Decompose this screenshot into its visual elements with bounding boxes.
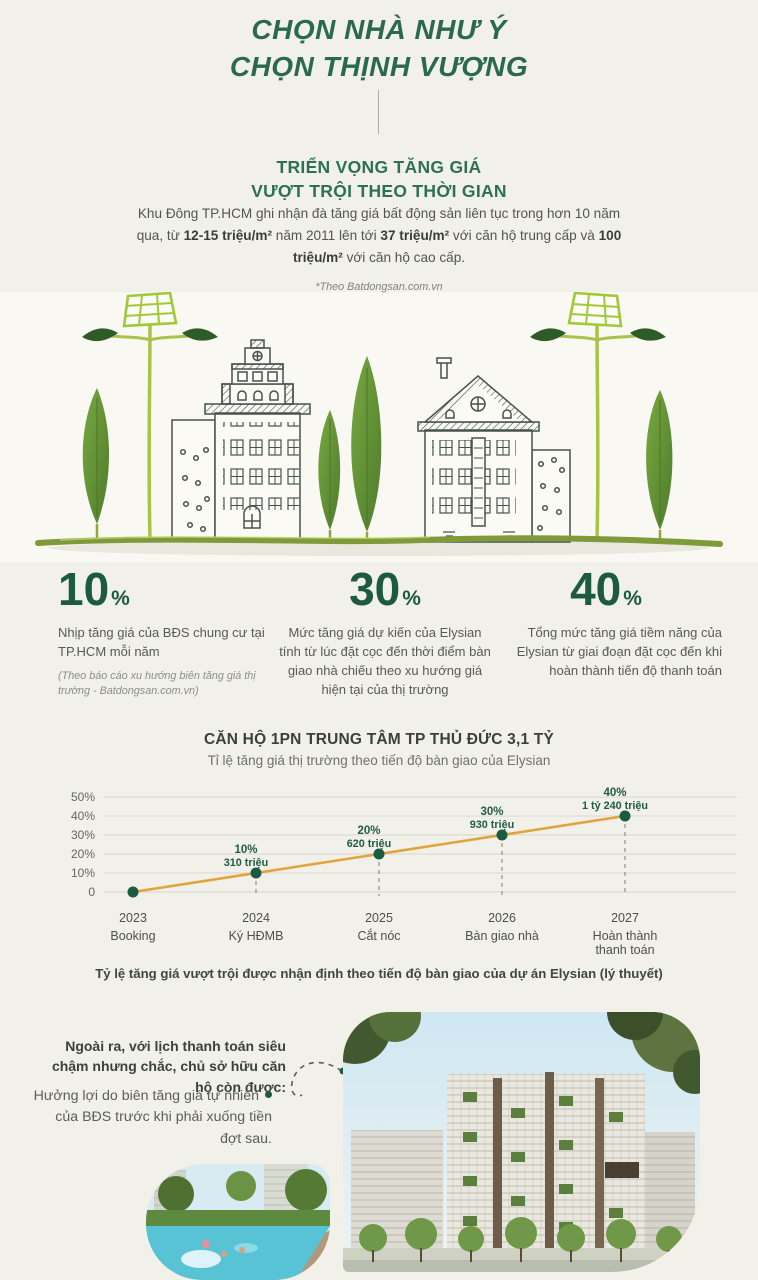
divider-line xyxy=(378,90,379,134)
section-heading: TRIỂN VỌNG TĂNG GIÁ VƯỢT TRỘI THEO THỜI G… xyxy=(0,156,758,203)
foreground-trees xyxy=(343,1012,700,1094)
dashed-connector-line xyxy=(278,1053,350,1110)
section-heading-line1: TRIỂN VỌNG TĂNG GIÁ xyxy=(276,157,482,177)
point-label-pct: 30% xyxy=(480,806,503,818)
x-year: 2027 xyxy=(611,911,639,925)
section-heading-line2: VƯỢT TRỘI THEO THỜI GIAN xyxy=(251,180,507,201)
chart-title: CĂN HỘ 1PN TRUNG TÂM TP THỦ ĐỨC 3,1 TỶ xyxy=(203,731,554,748)
building-sketch-left-icon xyxy=(171,339,311,540)
outro-body-line: đợt sau. xyxy=(220,1130,272,1147)
x-milestone: Bàn giao nhà xyxy=(465,929,539,943)
stat-description: Nhịp tăng giá của BĐS chung cư tại TP.HC… xyxy=(58,625,265,659)
stat-number: 40 xyxy=(570,563,622,615)
streetlight-leaf-icon-left xyxy=(82,292,218,540)
stat-block-deposit-to-handover: 30% Mức tăng giá dự kiến của Elysian tín… xyxy=(276,566,494,699)
point-label-amount: 930 triệu xyxy=(470,819,514,831)
outro-body-line: của BĐS trước khi phải xuống tiền xyxy=(55,1109,272,1126)
x-axis-labels: 2023 Booking 2024 Ký HĐMB 2025 Cắt nóc 2… xyxy=(110,911,657,957)
intro-text: với căn hộ cao cấp. xyxy=(342,250,466,266)
stat-number: 30 xyxy=(349,563,401,615)
chart-subtitle: Tỉ lệ tăng giá thị trường theo tiến độ b… xyxy=(207,753,551,768)
intro-text: Khu Đông TP.HCM ghi nhận đà tăng giá bất… xyxy=(136,206,621,244)
leaf-tree-icon-left xyxy=(82,388,110,541)
gridlines xyxy=(103,796,737,893)
outro-body-line: Hưởng lợi do biên tăng giá tự nhiên xyxy=(33,1088,259,1104)
point-label-amount: 620 triệu xyxy=(347,838,391,850)
y-tick: 10% xyxy=(71,866,95,880)
pool-trees xyxy=(146,1169,330,1226)
point-label-pct: 20% xyxy=(357,825,380,837)
chart-caption: Tỷ lệ tăng giá vượt trội được nhận định … xyxy=(95,966,663,981)
data-points xyxy=(127,810,631,898)
pool-photo xyxy=(146,1164,330,1280)
intro-text: với căn hộ trung cấp và xyxy=(449,228,599,244)
intro-paragraph: Khu Đông TP.HCM ghi nhận đà tăng giá bất… xyxy=(134,203,624,269)
intro-text: năm 2011 lên tới xyxy=(271,228,381,244)
stat-value: 30% xyxy=(276,566,494,612)
point-label-amount: 310 triệu xyxy=(224,857,268,869)
x-year: 2026 xyxy=(488,911,516,925)
x-milestone: thanh toán xyxy=(595,943,654,957)
x-year: 2024 xyxy=(242,911,270,925)
stat-value: 10% xyxy=(58,566,290,612)
point-label-pct: 10% xyxy=(234,844,257,856)
x-year: 2025 xyxy=(365,911,393,925)
page-title-line2: CHỌN THỊNH VƯỢNG xyxy=(229,50,529,82)
intro-bold-price-mid: 37 triệu/m² xyxy=(380,228,450,244)
stat-description: Mức tăng giá dự kiến của Elysian tính từ… xyxy=(279,625,491,697)
stat-percent-sign: % xyxy=(623,587,642,610)
intro-bold-price-2011: 12-15 triệu/m² xyxy=(183,228,272,244)
ground-branch-icon xyxy=(35,535,723,547)
stat-block-total-potential: 40% Tổng mức tăng giá tiềm năng của Elys… xyxy=(490,566,722,681)
streetlight-leaf-icon-right xyxy=(530,292,666,540)
page-title: CHỌN NHÀ NHƯ Ý CHỌN THỊNH VƯỢNG xyxy=(0,12,758,86)
point-label-pct: 40% xyxy=(603,787,626,799)
stat-source-note: (Theo báo cáo xu hướng biên tăng giá thị… xyxy=(58,669,256,697)
y-tick: 20% xyxy=(71,847,95,861)
stat-percent-sign: % xyxy=(111,587,130,610)
stat-block-market: 10% Nhịp tăng giá của BĐS chung cư tại T… xyxy=(58,566,290,699)
leaf-tree-icon-middle-short xyxy=(318,410,341,541)
ground-shadow xyxy=(49,540,709,556)
x-milestone: Booking xyxy=(110,929,155,943)
x-year: 2023 xyxy=(119,911,147,925)
pool-water xyxy=(146,1226,330,1280)
x-milestone: Ký HĐMB xyxy=(229,929,284,943)
leaf-tree-icon-middle-tall xyxy=(351,356,382,542)
source-note: *Theo Batdongsan.com.vn xyxy=(315,281,443,293)
stat-number: 10 xyxy=(58,563,110,615)
city-leaves-illustration xyxy=(0,292,758,562)
intro-bold-price-high: 100 triệu/m² xyxy=(292,228,622,266)
stat-value: 40% xyxy=(490,566,722,612)
green-bullet-icon xyxy=(265,1091,272,1098)
stat-description: Tổng mức tăng giá tiềm năng của Elysian … xyxy=(516,625,722,678)
outro-body-text: Hưởng lợi do biên tăng giá tự nhiên của B… xyxy=(20,1086,272,1150)
building-photo xyxy=(343,1012,700,1272)
point-label-amount: 1 tỷ 240 triệu xyxy=(582,800,648,812)
y-axis-ticks: 50% 40% 30% 20% 10% 0 xyxy=(71,790,95,899)
building-sketch-right-icon xyxy=(417,357,571,543)
leaf-tree-icon-right xyxy=(646,390,673,542)
y-tick: 0 xyxy=(88,885,95,899)
x-milestone: Hoàn thành xyxy=(593,929,658,943)
price-growth-line-chart: 50% 40% 30% 20% 10% 0 xyxy=(0,782,758,965)
y-tick: 30% xyxy=(71,828,95,842)
x-milestone: Cắt nóc xyxy=(357,928,400,943)
outro-bold-text: Ngoài ra, với lịch thanh toán siêu chậm … xyxy=(51,1038,286,1095)
y-tick: 40% xyxy=(71,809,95,823)
data-point-labels: 10% 310 triệu 20% 620 triệu 30% 930 triệ… xyxy=(224,787,648,869)
stat-percent-sign: % xyxy=(402,587,421,610)
apartment-towers xyxy=(351,1072,695,1252)
projection-dashed-lines xyxy=(255,824,626,896)
page-title-line1: CHỌN NHÀ NHƯ Ý xyxy=(251,14,507,45)
y-tick: 50% xyxy=(71,790,95,804)
